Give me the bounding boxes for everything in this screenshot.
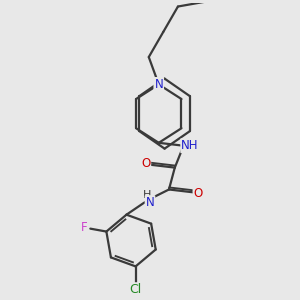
Text: H: H [143, 190, 151, 200]
Text: O: O [141, 157, 150, 170]
Text: Cl: Cl [130, 283, 142, 296]
Text: NH: NH [181, 139, 199, 152]
Text: N: N [154, 78, 163, 91]
Text: O: O [194, 188, 203, 200]
Text: N: N [146, 196, 154, 209]
Text: F: F [81, 221, 88, 234]
